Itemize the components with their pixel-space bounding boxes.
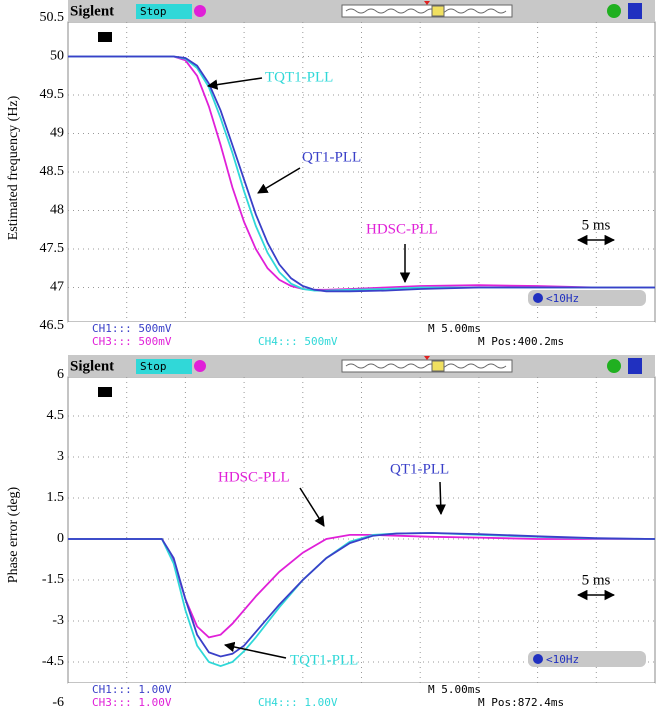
y-tick-label: -3: [52, 613, 64, 628]
y-axis-label: Phase error (deg): [6, 486, 21, 583]
t-marker: [98, 387, 112, 397]
position: M Pos:400.2ms: [478, 335, 564, 348]
status: Stop: [140, 5, 167, 18]
series-label: QT1-PLL: [390, 461, 449, 477]
status-icon: [194, 360, 206, 372]
y-tick-label: 49.5: [40, 87, 65, 102]
t-marker: [98, 32, 112, 42]
run-icon: [607, 4, 621, 18]
channel-scale: CH3::: 1.00V: [92, 696, 172, 709]
channel-scale: CH1::: 500mV: [92, 322, 172, 335]
y-tick-label: 50.5: [40, 10, 65, 25]
y-tick-label: 46.5: [40, 318, 65, 333]
timebase: M 5.00ms: [428, 683, 481, 696]
trigger-text: <10Hz: [546, 292, 579, 305]
status-icon: [194, 5, 206, 17]
run-icon: [607, 359, 621, 373]
memory-window: [432, 6, 444, 16]
timebase: M 5.00ms: [428, 322, 481, 335]
series-label: TQT1-PLL: [290, 652, 358, 668]
page: 50.5 50 49.5 49 48.5 48 47.5 47 46.5 Estimated fr…: [0, 0, 670, 713]
scale-label: 5 ms: [582, 572, 611, 588]
trigger-icon: [533, 293, 543, 303]
y-tick-label: -1.5: [42, 572, 64, 587]
series-label: TQT1-PLL: [265, 69, 333, 85]
y-tick-label: 6: [57, 367, 64, 382]
series-label: QT1-PLL: [302, 149, 361, 165]
trigger-icon: [533, 654, 543, 664]
series-label: HDSC-PLL: [218, 469, 290, 485]
y-axis-label: Estimated frequency (Hz): [6, 95, 21, 240]
y-tick-label: 48.5: [40, 164, 65, 179]
y-tick-label: -6: [52, 695, 64, 710]
y-tick-label: -4.5: [42, 654, 64, 669]
brand: Siglent: [70, 3, 114, 19]
y-tick-label: 4.5: [47, 408, 65, 423]
channel-scale: CH4::: 500mV: [258, 335, 338, 348]
position: M Pos:872.4ms: [478, 696, 564, 709]
y-tick-label: 1.5: [47, 490, 65, 505]
channel-scale: CH1::: 1.00V: [92, 683, 172, 696]
save-icon: [628, 3, 642, 19]
status: Stop: [140, 360, 167, 373]
y-tick-label: 0: [57, 531, 64, 546]
series-label: HDSC-PLL: [366, 221, 438, 237]
channel-scale: CH4::: 1.00V: [258, 696, 338, 709]
y-tick-label: 47.5: [40, 241, 65, 256]
annotation-arrow: [440, 482, 441, 514]
brand: Siglent: [70, 358, 114, 374]
channel-scale: CH3::: 500mV: [92, 335, 172, 348]
trigger-text: <10Hz: [546, 653, 579, 666]
save-icon: [628, 358, 642, 374]
scale-label: 5 ms: [582, 217, 611, 233]
memory-window: [432, 361, 444, 371]
y-tick-label: 49: [50, 126, 64, 141]
y-tick-label: 47: [50, 280, 64, 295]
y-tick-label: 50: [50, 49, 64, 64]
y-tick-label: 3: [57, 449, 64, 464]
y-tick-label: 48: [50, 203, 64, 218]
